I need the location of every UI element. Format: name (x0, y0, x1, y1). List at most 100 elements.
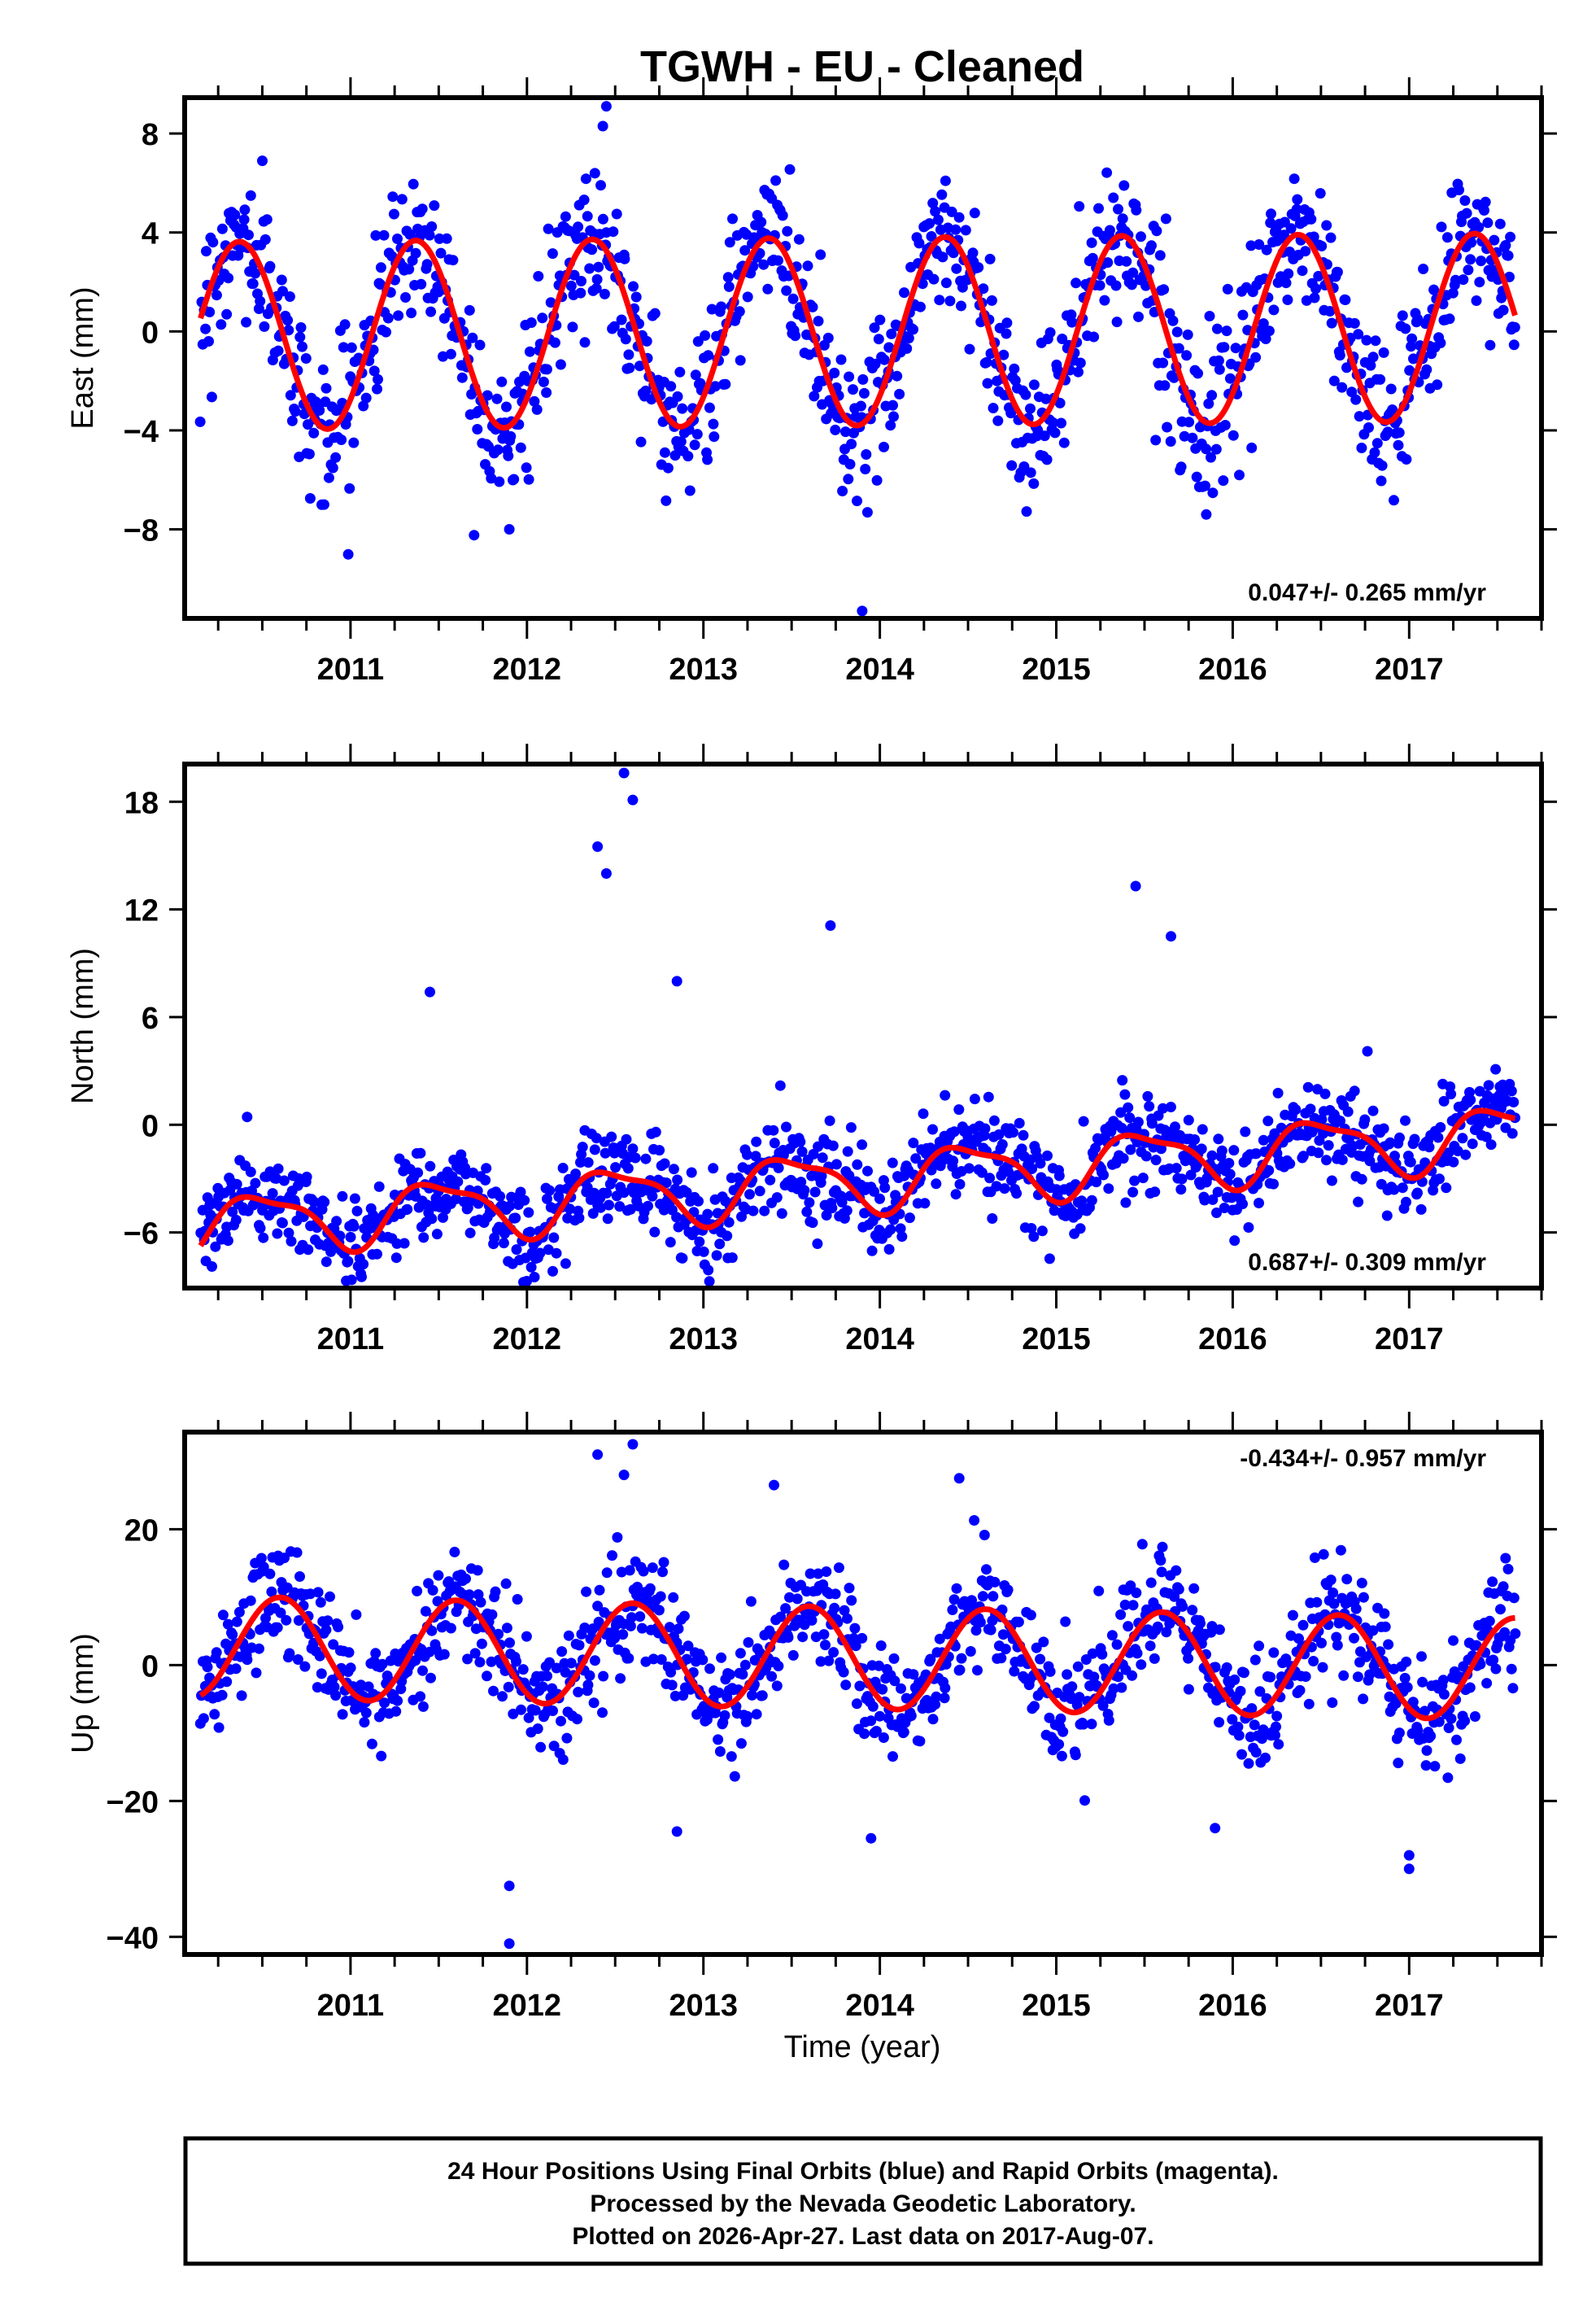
x-tick-label: 2016 (1198, 653, 1267, 687)
data-point (480, 1174, 491, 1186)
data-point (1136, 1659, 1147, 1671)
data-point (659, 1158, 670, 1169)
data-point (1308, 231, 1319, 242)
data-point (211, 290, 222, 301)
data-point (438, 1212, 448, 1223)
data-point (1175, 461, 1187, 473)
data-point (1113, 1671, 1124, 1683)
data-point (1272, 1087, 1284, 1098)
data-point (1433, 1716, 1445, 1727)
data-point (1268, 1647, 1280, 1658)
data-point (317, 364, 329, 375)
data-point (1154, 250, 1166, 261)
data-point (1002, 1584, 1014, 1596)
data-point (848, 384, 858, 395)
data-point (874, 314, 886, 325)
data-point (1311, 1596, 1323, 1608)
data-point (795, 1136, 806, 1147)
data-point (1183, 1653, 1194, 1664)
data-point (1062, 1669, 1073, 1680)
data-point (1254, 1686, 1266, 1697)
data-point (1014, 1117, 1025, 1129)
data-point (1313, 1147, 1324, 1159)
data-point (578, 194, 590, 206)
data-point (887, 400, 898, 411)
data-point (636, 1622, 648, 1634)
y-tick-label: −8 (124, 514, 159, 548)
data-point (1378, 1123, 1389, 1134)
data-point (874, 1710, 885, 1722)
data-point (372, 383, 382, 395)
data-point (492, 444, 504, 456)
data-point (908, 1669, 919, 1680)
data-point (924, 218, 935, 229)
data-point (295, 322, 307, 333)
data-point (1181, 350, 1193, 361)
data-point (445, 348, 456, 360)
data-point (592, 1601, 604, 1612)
data-point (839, 1605, 850, 1616)
data-point (1444, 313, 1455, 325)
data-point (813, 1568, 824, 1579)
data-point (1393, 427, 1405, 439)
data-point (1461, 207, 1472, 219)
footer-box: 24 Hour Positions Using Final Orbits (bl… (183, 2136, 1543, 2266)
data-point (544, 1657, 555, 1668)
data-point (1494, 218, 1506, 229)
data-point (807, 1217, 818, 1229)
data-point (1057, 1726, 1069, 1737)
data-point (1325, 232, 1337, 243)
data-point (694, 1236, 705, 1247)
data-point (1510, 1628, 1521, 1640)
data-point-outlier (1130, 880, 1141, 892)
data-point (1432, 379, 1443, 391)
data-point (647, 1190, 658, 1202)
data-point (1285, 223, 1297, 234)
data-point (623, 1653, 634, 1664)
data-point (1185, 1169, 1197, 1181)
data-point (593, 261, 604, 273)
data-point (1222, 283, 1233, 295)
data-point (330, 452, 342, 463)
data-point (841, 1205, 853, 1216)
data-point (1393, 1727, 1405, 1739)
data-point (1228, 1145, 1240, 1156)
data-point (904, 1212, 915, 1224)
data-point (523, 1207, 534, 1218)
data-point (557, 1163, 569, 1173)
data-point (993, 1129, 1005, 1140)
data-point (972, 1665, 983, 1676)
data-point (1035, 1158, 1046, 1169)
data-point (1243, 1758, 1254, 1769)
data-point (1349, 1085, 1360, 1097)
data-point (412, 1585, 423, 1596)
data-point (937, 251, 948, 263)
data-point (284, 291, 295, 302)
data-point (601, 1187, 613, 1199)
data-point (774, 1080, 786, 1091)
data-point (940, 277, 952, 289)
velocity-rate-label: -0.434+/- 0.957 mm/yr (1240, 1445, 1486, 1472)
data-point (1189, 1134, 1201, 1145)
data-point (525, 317, 537, 328)
data-point (1035, 1653, 1046, 1665)
data-point (1170, 1121, 1180, 1133)
data-point (859, 1728, 870, 1740)
data-point (787, 1649, 799, 1661)
y-axis-label: Up (mm) (66, 1633, 100, 1754)
data-point (417, 1701, 429, 1712)
data-point (1406, 333, 1418, 344)
data-point (573, 1640, 585, 1651)
data-point (330, 1690, 342, 1701)
data-point (896, 1231, 908, 1243)
data-point (723, 1216, 735, 1228)
data-point (849, 1622, 861, 1634)
data-point (1459, 1715, 1471, 1727)
data-point (273, 345, 284, 356)
data-point (770, 175, 782, 186)
data-point (829, 1602, 840, 1614)
data-point (222, 1618, 233, 1630)
data-point (565, 1657, 577, 1669)
data-point (565, 280, 577, 291)
data-point (316, 1668, 327, 1679)
